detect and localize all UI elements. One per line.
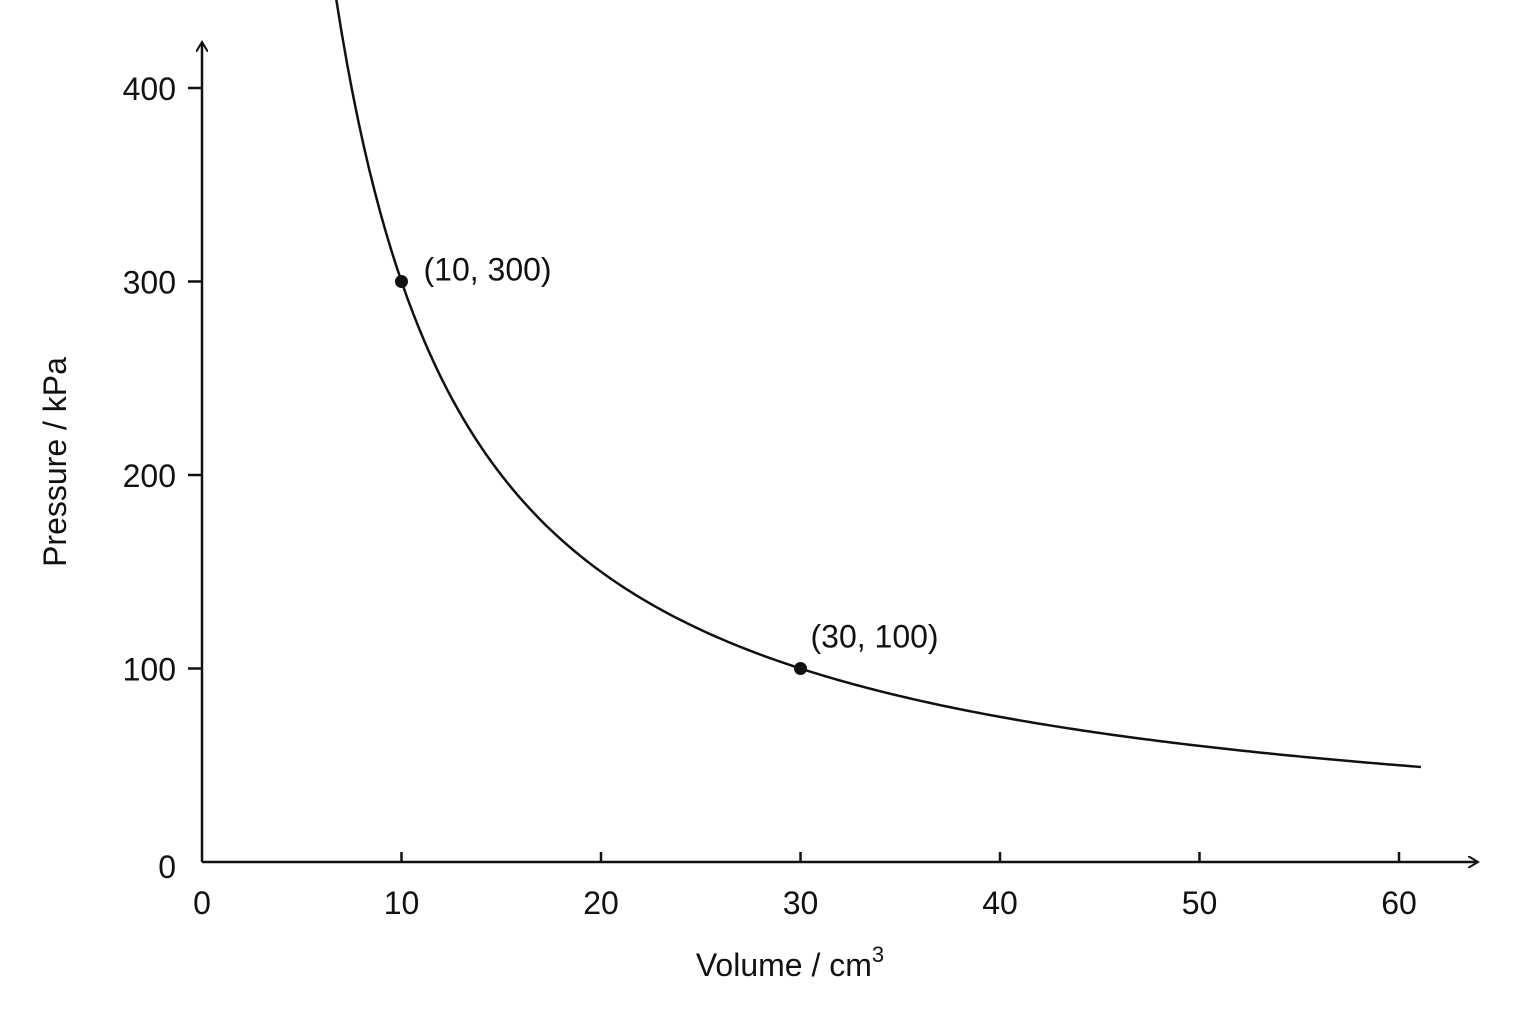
annotated-points: (10, 300) (30, 100) xyxy=(395,252,939,675)
data-point xyxy=(794,662,807,675)
x-axis-ticks: 0 10 20 30 40 50 60 xyxy=(193,852,1417,921)
x-tick-label: 10 xyxy=(384,885,420,921)
y-tick-label: 400 xyxy=(123,71,176,107)
y-tick-label: 0 xyxy=(158,849,176,885)
x-tick-label: 50 xyxy=(1182,885,1218,921)
y-axis-ticks: 0 100 200 300 400 xyxy=(123,71,202,885)
data-point-label: (30, 100) xyxy=(811,619,939,655)
data-point xyxy=(395,275,408,288)
x-axis-title-superscript: 3 xyxy=(872,942,884,967)
x-axis-title-text: Volume / cm xyxy=(696,947,872,983)
x-tick-label: 40 xyxy=(982,885,1018,921)
y-tick-label: 300 xyxy=(123,265,176,301)
data-point-label: (10, 300) xyxy=(424,252,552,288)
y-tick-label: 200 xyxy=(123,458,176,494)
y-axis-title: Pressure / kPa xyxy=(37,357,73,567)
x-tick-label: 60 xyxy=(1381,885,1417,921)
x-tick-label: 20 xyxy=(583,885,619,921)
x-axis-title: Volume / cm3 xyxy=(696,942,884,983)
x-tick-label: 30 xyxy=(783,885,819,921)
y-tick-label: 100 xyxy=(123,652,176,688)
pressure-volume-curve xyxy=(335,0,1422,769)
x-tick-label: 0 xyxy=(193,885,211,921)
